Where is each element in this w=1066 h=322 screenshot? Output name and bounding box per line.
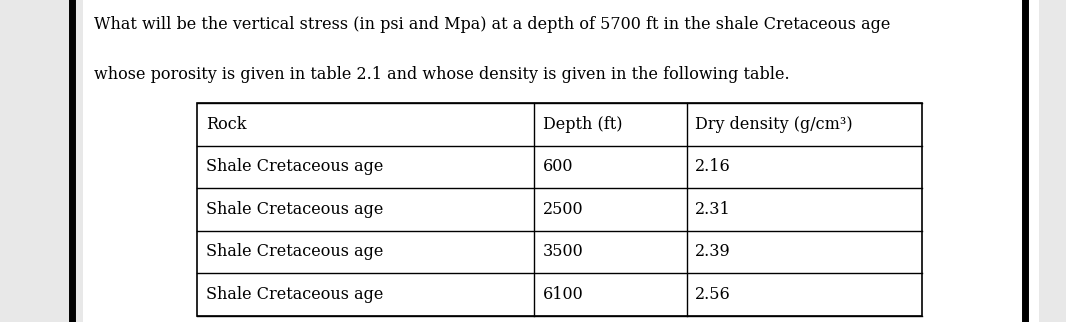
Text: Rock: Rock	[206, 116, 246, 133]
Bar	[83, 0, 1039, 322]
Text: What will be the vertical stress (in psi and Mpa) at a depth of 5700 ft in the s: What will be the vertical stress (in psi…	[94, 16, 890, 33]
Text: Shale Cretaceous age: Shale Cretaceous age	[206, 158, 384, 175]
Text: 2.16: 2.16	[695, 158, 731, 175]
Text: 2500: 2500	[543, 201, 583, 218]
Text: 2.56: 2.56	[695, 286, 731, 303]
Text: 600: 600	[543, 158, 574, 175]
Text: 6100: 6100	[543, 286, 584, 303]
Text: Shale Cretaceous age: Shale Cretaceous age	[206, 201, 384, 218]
Text: Shale Cretaceous age: Shale Cretaceous age	[206, 243, 384, 260]
Text: 3500: 3500	[543, 243, 584, 260]
Text: Shale Cretaceous age: Shale Cretaceous age	[206, 286, 384, 303]
Bar	[197, 103, 922, 316]
Text: Dry density (g/cm³): Dry density (g/cm³)	[695, 116, 853, 133]
Text: 2.39: 2.39	[695, 243, 731, 260]
Text: 2.31: 2.31	[695, 201, 731, 218]
Text: Depth (ft): Depth (ft)	[543, 116, 623, 133]
Text: whose porosity is given in table 2.1 and whose density is given in the following: whose porosity is given in table 2.1 and…	[94, 66, 790, 83]
